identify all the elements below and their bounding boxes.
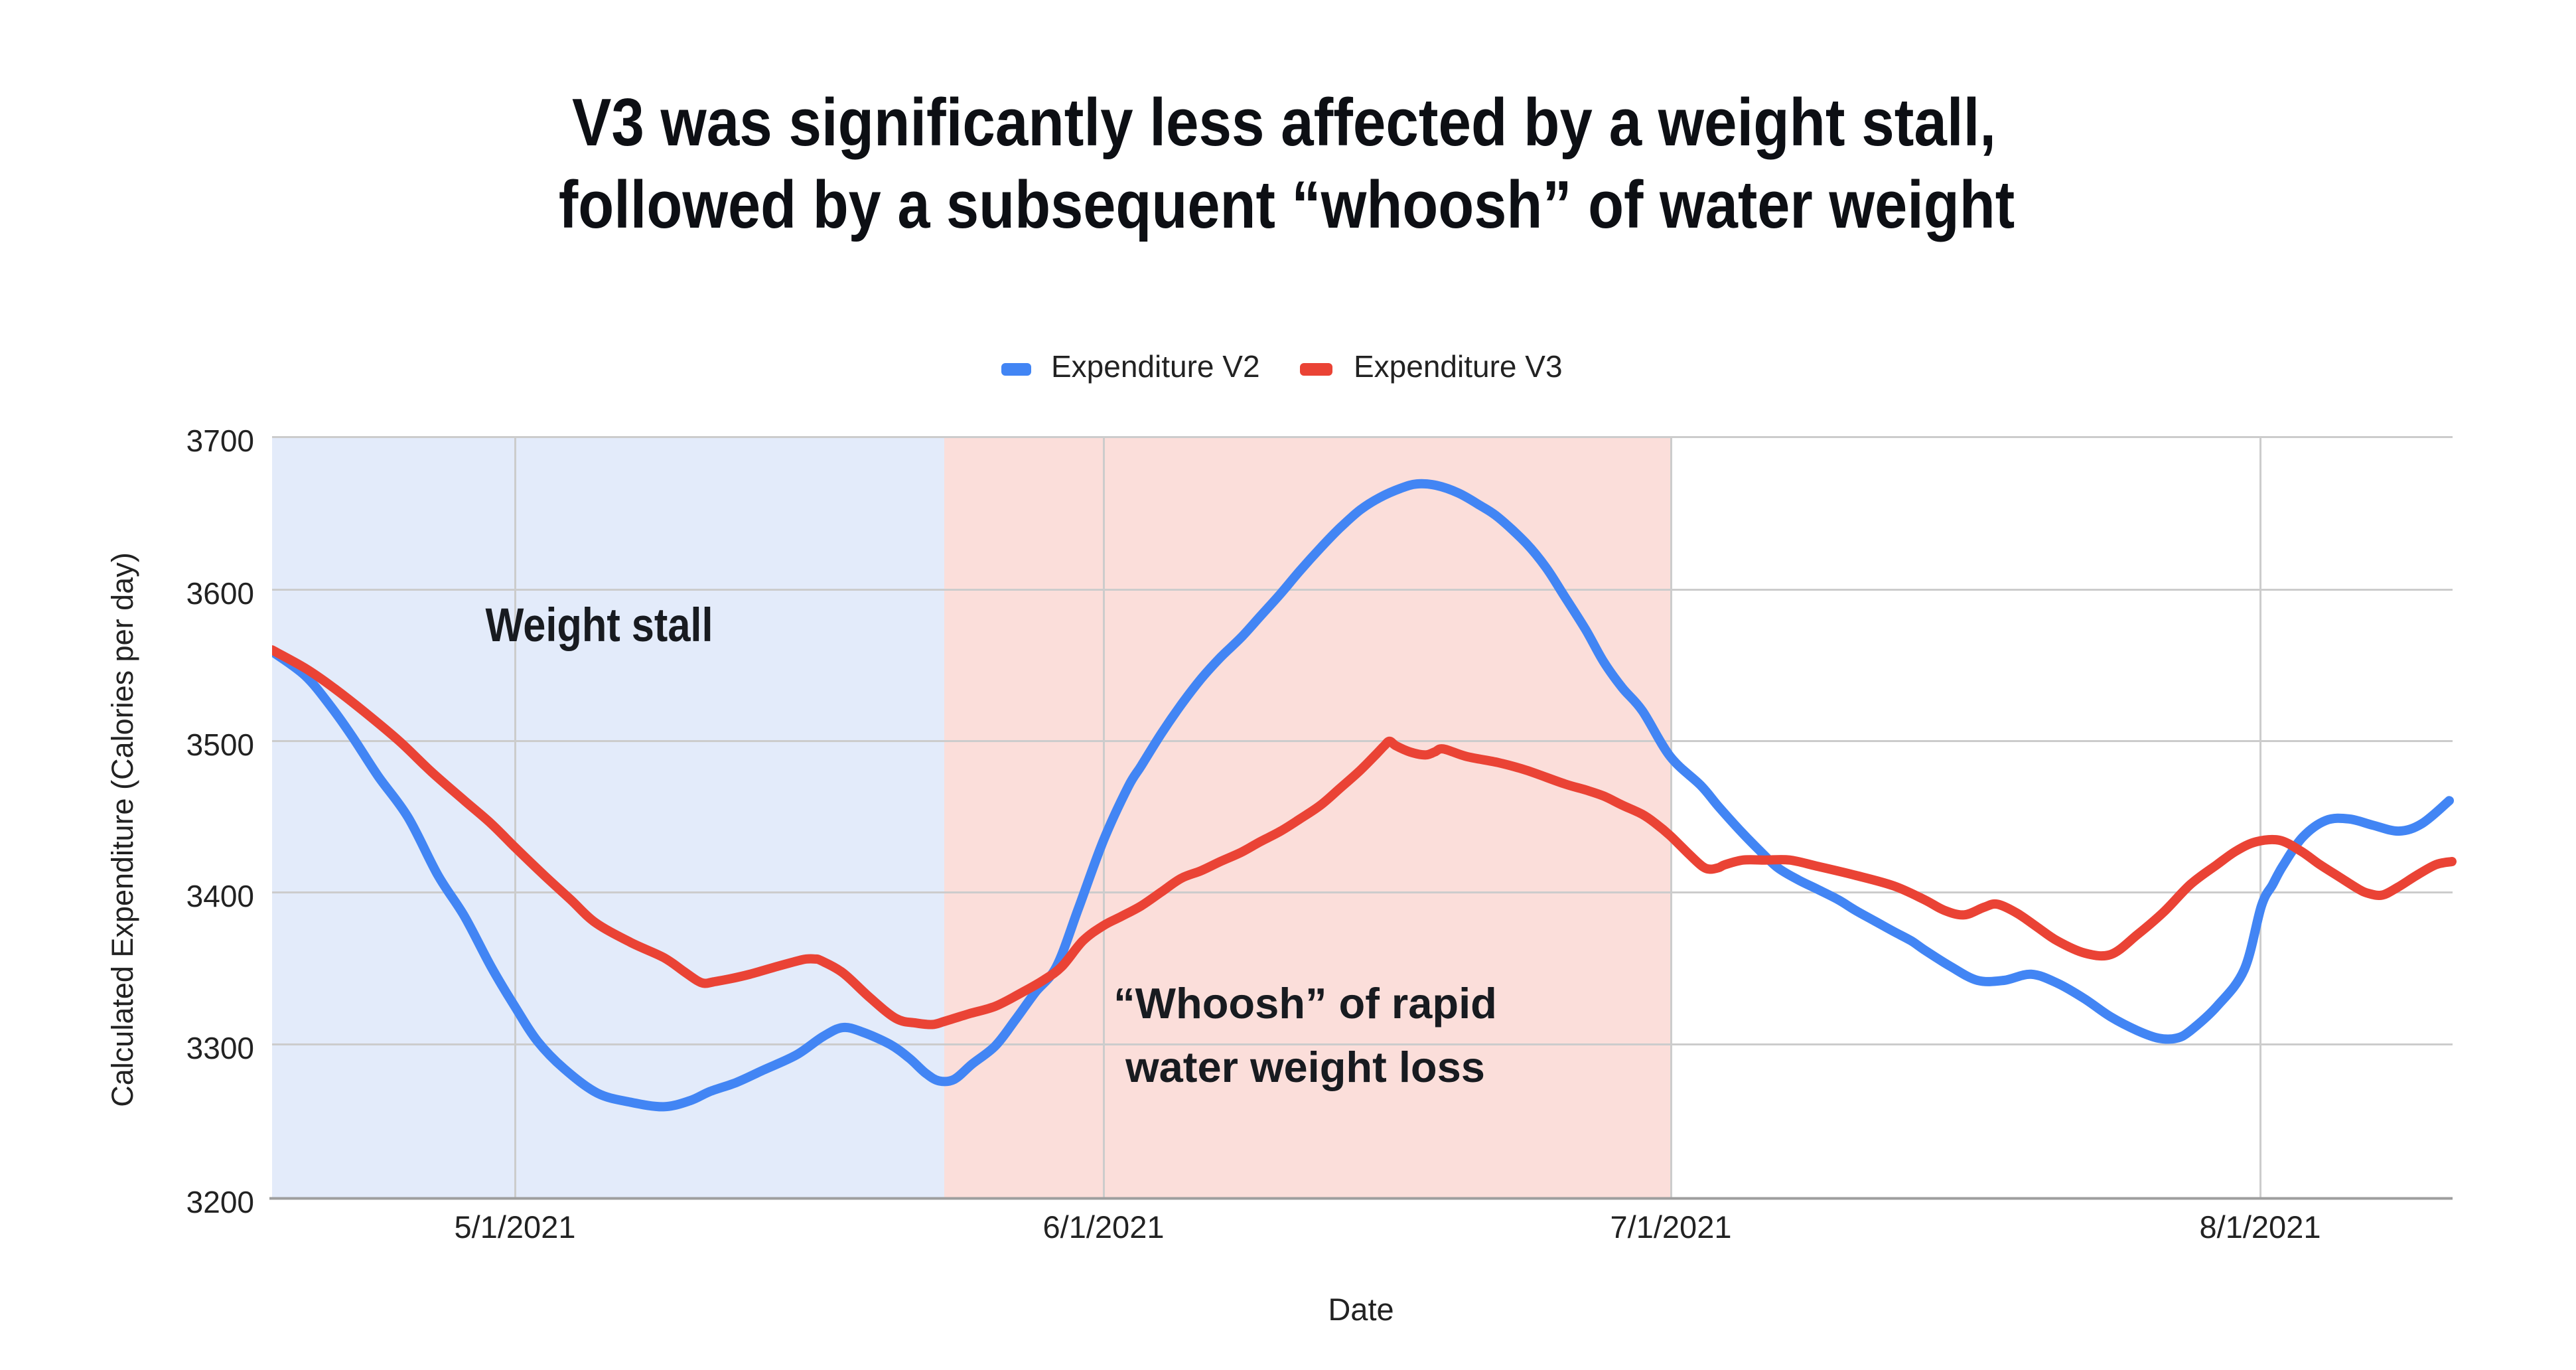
svg-text:3400: 3400 [186,879,254,913]
svg-text:7/1/2021: 7/1/2021 [1610,1209,1732,1245]
svg-text:water weight loss: water weight loss [1125,1043,1485,1091]
svg-text:3600: 3600 [186,576,254,611]
svg-text:3700: 3700 [186,423,254,458]
svg-text:Calculated Expenditure (Calori: Calculated Expenditure (Calories per day… [106,552,139,1106]
svg-text:“Whoosh” of rapid: “Whoosh” of rapid [1113,979,1497,1028]
svg-text:3500: 3500 [186,727,254,762]
svg-text:Expenditure V2: Expenditure V2 [1051,349,1260,384]
svg-text:Date: Date [1328,1292,1394,1327]
svg-text:3200: 3200 [186,1185,254,1219]
svg-text:5/1/2021: 5/1/2021 [455,1209,576,1245]
svg-text:3300: 3300 [186,1031,254,1065]
svg-text:followed by a subsequent “whoo: followed by a subsequent “whoosh” of wat… [559,168,2015,243]
svg-text:6/1/2021: 6/1/2021 [1043,1209,1165,1245]
svg-text:Weight stall: Weight stall [485,599,713,652]
svg-text:V3 was significantly less affe: V3 was significantly less affected by a … [572,86,1996,160]
svg-text:8/1/2021: 8/1/2021 [2200,1209,2321,1245]
svg-text:Expenditure V3: Expenditure V3 [1354,349,1563,384]
